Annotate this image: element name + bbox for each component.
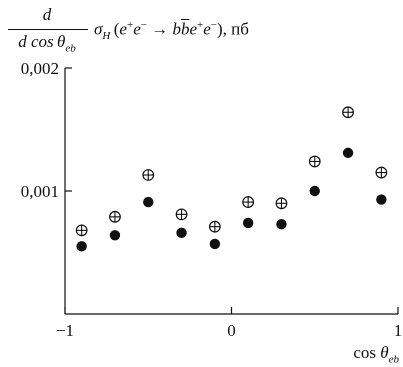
- chart-title: d d cos θeb σH (e+e− → bbe+e−), пб: [6, 2, 401, 54]
- filled-circle-point: [76, 241, 87, 252]
- title-fraction-denominator: d cos θeb: [6, 33, 88, 54]
- y-tick-label: 0,001: [21, 182, 59, 201]
- title-unit: пб: [231, 19, 249, 39]
- title-e2: e: [133, 19, 141, 39]
- circle-plus-point: [308, 155, 321, 168]
- ticks: −1 0 1 0,001 0,002: [21, 59, 403, 340]
- title-e2-sup: −: [140, 19, 147, 31]
- title-cross-section: σH (e+e− → bbe+e−), пб: [94, 20, 249, 42]
- title-arrow: →: [146, 19, 173, 39]
- title-den-theta: θ: [57, 32, 66, 51]
- title-paren-open: (: [113, 19, 120, 39]
- title-e3: e: [189, 19, 197, 39]
- filled-circle-point: [376, 194, 387, 205]
- filled-circle-point: [276, 219, 287, 230]
- title-fraction-bar: [8, 29, 88, 30]
- title-e1: e: [119, 19, 127, 39]
- filled-circle-point: [176, 227, 187, 239]
- circle-plus-point: [208, 220, 221, 233]
- title-b2-bar: b: [180, 19, 190, 39]
- y-tick-label: 0,002: [21, 59, 59, 78]
- x-axis-label-theta: θ: [380, 343, 389, 362]
- title-e1-sup: +: [126, 19, 134, 31]
- circle-plus-point: [342, 106, 354, 119]
- title-sigma-sub: H: [102, 30, 111, 43]
- data-points: [75, 106, 388, 252]
- filled-circle-point: [242, 217, 254, 229]
- title-b1: b: [172, 19, 181, 39]
- circle-plus-point: [375, 166, 388, 179]
- title-derivative-fraction: d d cos θeb: [6, 2, 88, 54]
- filled-circle-point: [342, 147, 354, 159]
- title-e4: e: [203, 19, 211, 39]
- circle-plus-point: [242, 196, 255, 208]
- title-e3-sup: +: [197, 19, 204, 31]
- x-axis-label-sub: eb: [388, 353, 399, 366]
- title-e4-sup: −: [210, 19, 217, 31]
- title-sigma: σ: [94, 19, 103, 39]
- circle-plus-point: [175, 208, 188, 221]
- axes: [64, 68, 398, 315]
- filled-circle-point: [143, 196, 154, 208]
- x-axis-label-cos: cos: [353, 343, 381, 362]
- title-den-dcos: d cos: [18, 32, 54, 51]
- title-fraction-numerator: d: [42, 5, 52, 24]
- x-tick-label: 0: [227, 321, 236, 340]
- x-tick-label: −1: [56, 321, 74, 340]
- circle-plus-point: [275, 197, 288, 210]
- filled-circle-point: [309, 185, 320, 197]
- filled-circle-point: [209, 238, 221, 250]
- title-paren-close: ),: [216, 19, 232, 39]
- circle-plus-point: [142, 169, 155, 181]
- filled-circle-point: [109, 230, 121, 241]
- circle-plus-point: [75, 224, 88, 237]
- circle-plus-point: [109, 210, 121, 223]
- x-axis-label: cos θeb: [353, 343, 399, 365]
- title-den-sub: eb: [65, 42, 76, 55]
- x-tick-label: 1: [394, 321, 403, 340]
